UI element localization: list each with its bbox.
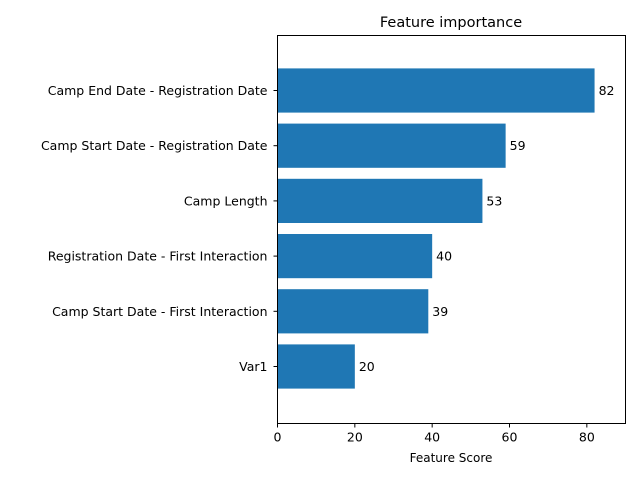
bar <box>277 123 506 168</box>
bar-value-label: 39 <box>432 304 448 319</box>
x-tick-label: 20 <box>347 430 363 445</box>
chart-title: Feature importance <box>380 15 522 31</box>
x-tick-label: 80 <box>579 430 595 445</box>
bar-value-labels: 82 59 53 40 39 20 <box>359 83 615 374</box>
plot-frame <box>277 35 626 424</box>
bar <box>277 344 355 389</box>
x-tick-label: 40 <box>424 430 440 445</box>
bar-value-label: 59 <box>510 138 526 153</box>
y-tick-label: Var1 <box>239 359 267 374</box>
bar-value-label: 40 <box>436 249 452 264</box>
x-axis-ticks: 0 20 40 60 80 <box>274 423 595 445</box>
y-tick-label: Camp Start Date - Registration Date <box>41 138 268 153</box>
bar <box>277 234 433 279</box>
bar <box>277 289 429 334</box>
bar-value-label: 82 <box>599 83 615 98</box>
y-tick-labels: Camp End Date - Registration Date Camp St… <box>41 83 278 374</box>
bar <box>277 178 483 223</box>
y-tick-label: Camp End Date - Registration Date <box>48 83 268 98</box>
bar-value-label: 20 <box>359 359 375 374</box>
y-tick-label: Registration Date - First Interaction <box>48 249 268 264</box>
x-tick-label: 0 <box>274 430 282 445</box>
y-tick-label: Camp Start Date - First Interaction <box>52 304 267 319</box>
bars-group <box>277 68 595 389</box>
bar <box>277 68 595 113</box>
bar-value-label: 53 <box>486 193 502 208</box>
x-tick-label: 60 <box>502 430 518 445</box>
y-tick-label: Camp Length <box>184 193 268 208</box>
x-axis-label: Feature Score <box>410 451 493 465</box>
